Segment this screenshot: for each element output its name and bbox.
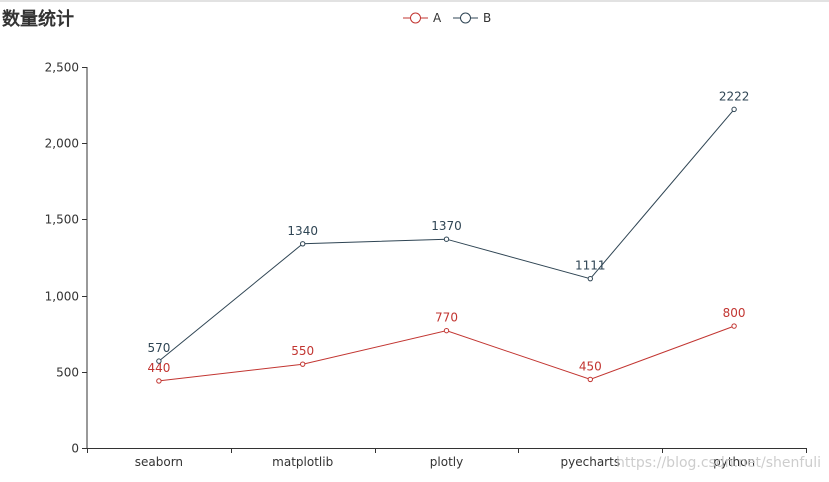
y-tick-label: 0 [71, 442, 79, 456]
y-tick-label: 2,000 [45, 137, 79, 151]
x-tick-label: python [713, 455, 755, 469]
x-tick-label: pyecharts [561, 455, 621, 469]
legend-label-B[interactable]: B [483, 11, 491, 25]
data-label: 440 [147, 361, 170, 375]
data-label: 1111 [575, 259, 606, 273]
data-point [300, 361, 306, 367]
data-point [156, 358, 162, 364]
data-point [443, 236, 450, 242]
data-point [443, 327, 450, 334]
data-label: 1370 [431, 219, 462, 233]
x-tick-label: plotly [430, 455, 463, 469]
top-divider [0, 0, 829, 2]
data-point [731, 106, 737, 113]
x-tick-label: seaborn [135, 455, 183, 469]
legend-marker-B[interactable] [460, 12, 471, 24]
data-label: 800 [723, 306, 746, 320]
data-point [300, 241, 306, 247]
legend-label-A[interactable]: A [433, 11, 442, 25]
data-point [731, 323, 737, 329]
data-label: 550 [291, 344, 314, 358]
x-tick-label: matplotlib [272, 455, 333, 469]
y-tick-label: 2,500 [45, 61, 79, 75]
data-label: 450 [579, 359, 602, 373]
legend-marker-A[interactable] [410, 12, 421, 24]
y-tick-label: 1,500 [45, 213, 79, 227]
y-tick-label: 1,000 [45, 290, 79, 304]
watermark-text: https://blog.csdn.net/shenfuli [616, 455, 821, 471]
series-line-A [158, 325, 735, 382]
data-point [156, 378, 162, 384]
data-label: 2222 [719, 89, 750, 103]
y-tick-label: 500 [56, 366, 79, 380]
data-point [587, 376, 593, 383]
data-label: 570 [147, 341, 170, 355]
data-point [587, 275, 593, 282]
data-label: 1340 [287, 224, 318, 238]
data-label: 770 [435, 311, 458, 325]
chart-title: 数量统计 [2, 9, 74, 30]
